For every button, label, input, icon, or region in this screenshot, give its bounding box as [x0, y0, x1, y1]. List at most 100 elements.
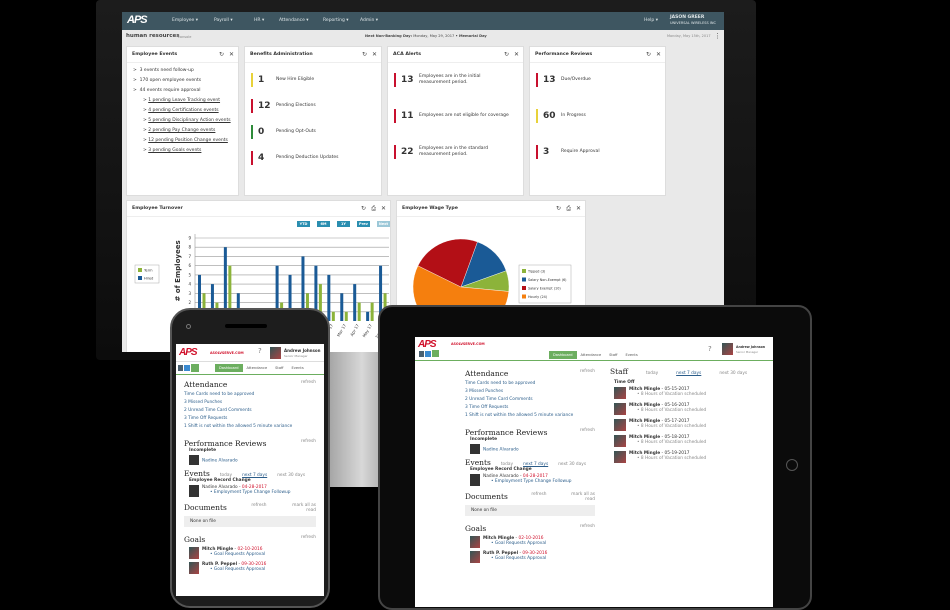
time-off-item[interactable]: Mitch Mingle - 05-16-2017 • 8 Hours of Va…	[614, 403, 750, 415]
time-off-item[interactable]: Mitch Mingle - 05-15-2017 • 8 Hours of Va…	[614, 387, 750, 399]
refresh-link[interactable]: refresh	[300, 535, 316, 540]
today-link[interactable]: today	[219, 473, 233, 478]
close-icon[interactable]: ✕	[655, 51, 661, 58]
tab-events[interactable]: Events	[291, 366, 304, 370]
refresh-link[interactable]: refresh	[579, 428, 595, 433]
menu-help[interactable]: Help ▾	[644, 18, 658, 23]
review-person[interactable]: Nadine Alvarado	[483, 447, 519, 453]
event-person[interactable]: Nadine Alvarado	[202, 485, 238, 490]
mark-all-read-link[interactable]: mark all as read	[292, 503, 316, 513]
next-7-days-link[interactable]: next 7 days	[242, 473, 268, 478]
refresh-icon[interactable]: ↻	[360, 205, 366, 212]
home-button[interactable]	[786, 459, 798, 471]
pending-event-link[interactable]: > 4 pending Certifications events	[143, 108, 219, 113]
apps-grid-icon[interactable]: ⋮⋮	[714, 32, 724, 40]
tab-staff[interactable]: Staff	[275, 366, 284, 370]
pending-event-link[interactable]: > 12 pending Position Change events	[143, 138, 228, 143]
aps-logo[interactable]: APS	[418, 339, 437, 350]
tab-dashboard[interactable]: Dashboard	[549, 351, 577, 359]
stat-row[interactable]: 12 Pending Elections	[251, 99, 381, 113]
tab-dashboard[interactable]: Dashboard	[215, 364, 243, 372]
settings-icon[interactable]	[184, 365, 190, 371]
help-icon[interactable]: ?	[258, 347, 262, 355]
stat-row[interactable]: 11 Employees are not eligible for coverag…	[394, 109, 523, 123]
user-name[interactable]: Andrew Johnson	[736, 345, 766, 349]
refresh-link[interactable]: refresh	[300, 439, 316, 444]
menu-hr[interactable]: HR ▾	[254, 18, 265, 23]
next-7-days-link[interactable]: next 7 days	[676, 371, 702, 376]
event-item[interactable]: • Employment Type Change Followup	[491, 479, 572, 484]
attendance-item[interactable]: 2 Unread Time Card Comments	[184, 408, 252, 413]
attendance-item[interactable]: 3 Time Off Requests	[184, 416, 228, 421]
event-summary-item[interactable]: > 170 open employee events	[133, 78, 202, 83]
avatar[interactable]	[722, 343, 733, 355]
event-summary-item[interactable]: > 3 events need follow-up	[133, 68, 194, 73]
1y-button[interactable]: 1Y	[337, 221, 350, 227]
menu-employee[interactable]: Employee ▾	[172, 18, 198, 23]
stat-row[interactable]: 1 New Hire Eligible	[251, 73, 381, 87]
avatar[interactable]	[270, 347, 281, 359]
next-button[interactable]: Next	[377, 221, 390, 227]
pending-event-link[interactable]: > 5 pending Disciplinary Action events	[143, 118, 231, 123]
stat-row[interactable]: 13 Employees are in the initial measureme…	[394, 73, 523, 87]
tab-staff[interactable]: Staff	[609, 353, 618, 357]
event-summary-item[interactable]: > 44 events require approval	[133, 88, 201, 93]
refresh-icon[interactable]: ↻	[555, 205, 561, 212]
goal-item[interactable]: Ruth P. Peppel - 09-30-2016 • Goal Reques…	[465, 551, 595, 563]
attendance-item[interactable]: 3 Missed Punches	[465, 389, 504, 394]
time-off-item[interactable]: Mitch Mingle - 05-18-2017 • 8 Hours of Va…	[614, 435, 750, 447]
person-icon[interactable]	[419, 351, 424, 357]
refresh-icon[interactable]: ↻	[218, 51, 224, 58]
attendance-item[interactable]: 1 Shift is not within the allowed 5 minu…	[184, 424, 293, 429]
pending-event-link[interactable]: > 2 pending Pay Change events	[143, 128, 216, 133]
refresh-link[interactable]: refresh	[579, 369, 595, 374]
review-person[interactable]: Nadine Alvarado	[202, 458, 238, 464]
attendance-item[interactable]: Time Cards need to be approved	[184, 392, 255, 397]
person-icon[interactable]	[178, 365, 183, 371]
prev-button[interactable]: Prev	[357, 221, 370, 227]
mark-all-read-link[interactable]: mark all as read	[571, 492, 595, 502]
print-icon[interactable]: ⎙	[371, 205, 376, 212]
stat-row[interactable]: 0 Pending Opt-Outs	[251, 125, 381, 139]
ytd-button[interactable]: YTD	[297, 221, 310, 227]
tab-attendance[interactable]: Attendance	[580, 353, 602, 357]
next-30-days-link[interactable]: next 30 days	[719, 371, 748, 376]
goal-item[interactable]: Mitch Mingle - 02-10-2016 • Goal Requests…	[184, 547, 316, 559]
stat-row[interactable]: 4 Pending Deduction Updates	[251, 151, 381, 165]
refresh-link[interactable]: refresh	[531, 492, 547, 497]
refresh-link[interactable]: refresh	[579, 524, 595, 529]
team-icon[interactable]	[432, 350, 439, 357]
aps-logo[interactable]: APS	[127, 14, 148, 26]
event-person[interactable]: Nadine Alvarado	[483, 474, 519, 479]
user-name[interactable]: Andrew Johnson	[284, 348, 321, 353]
next-7-days-link[interactable]: next 7 days	[523, 462, 549, 467]
close-icon[interactable]: ✕	[575, 205, 581, 212]
tab-attendance[interactable]: Attendance	[246, 366, 268, 370]
pending-event-link[interactable]: > 3 pending Goals events	[143, 148, 202, 153]
user-name[interactable]: JASON GREER	[670, 15, 705, 20]
refresh-link[interactable]: refresh	[251, 503, 267, 508]
aps-logo[interactable]: APS	[179, 347, 198, 358]
pending-event-link[interactable]: > 1 pending Leave Tracking event	[143, 98, 221, 103]
stat-row[interactable]: 3 Require Approval	[536, 145, 665, 159]
print-icon[interactable]: ⎙	[566, 205, 571, 212]
goal-item[interactable]: Ruth P. Peppel - 09-30-2016 • Goal Reques…	[184, 562, 316, 574]
help-icon[interactable]: ?	[708, 345, 712, 353]
close-icon[interactable]: ✕	[380, 205, 386, 212]
stat-row[interactable]: 60 In Progress	[536, 109, 665, 123]
today-link[interactable]: today	[500, 462, 514, 467]
menu-reporting[interactable]: Reporting ▾	[323, 18, 349, 23]
stat-row[interactable]: 13 Due/Overdue	[536, 73, 665, 87]
6m-button[interactable]: 6M	[317, 221, 330, 227]
attendance-item[interactable]: 2 Unread Time Card Comments	[465, 397, 533, 402]
time-off-item[interactable]: Mitch Mingle - 05-17-2017 • 8 Hours of Va…	[614, 419, 750, 431]
refresh-link[interactable]: refresh	[300, 380, 316, 385]
event-item[interactable]: • Employment Type Change Followup	[210, 490, 291, 495]
time-off-item[interactable]: Mitch Mingle - 05-19-2017 • 8 Hours of Va…	[614, 451, 750, 463]
close-icon[interactable]: ✕	[228, 51, 234, 58]
menu-admin[interactable]: Admin ▾	[360, 18, 379, 23]
attendance-item[interactable]: Time Cards need to be approved	[465, 381, 536, 386]
today-link[interactable]: today	[645, 371, 659, 376]
next-30-days-link[interactable]: next 30 days	[277, 473, 306, 478]
close-icon[interactable]: ✕	[371, 51, 377, 58]
